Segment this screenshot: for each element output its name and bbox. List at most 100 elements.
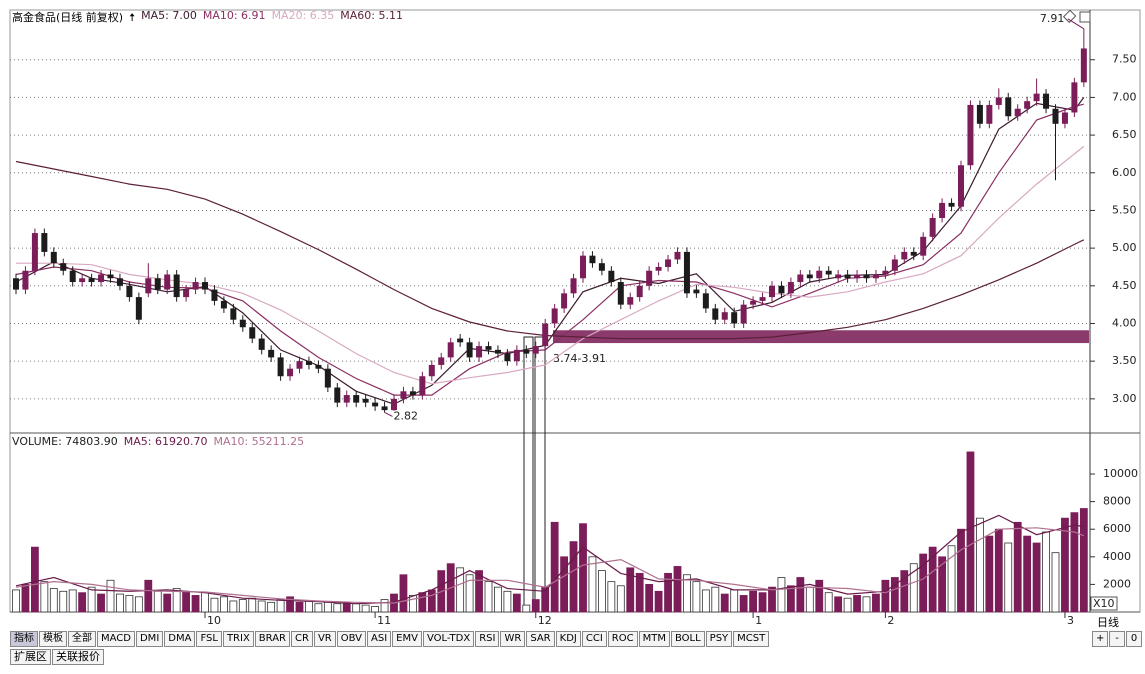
y-tick-label: 5.50 bbox=[1112, 203, 1137, 216]
candle-body bbox=[740, 304, 747, 324]
volume-bar bbox=[560, 556, 568, 613]
volume-bar bbox=[512, 593, 521, 613]
volume-bar bbox=[144, 579, 153, 613]
candle-body bbox=[825, 270, 832, 275]
zoom-button[interactable]: - bbox=[1109, 631, 1125, 647]
candle-body bbox=[958, 165, 964, 207]
candle-body bbox=[391, 398, 397, 411]
volume-bar bbox=[787, 585, 795, 613]
tab[interactable]: RSI bbox=[475, 631, 500, 647]
candle-body bbox=[929, 217, 936, 237]
tab[interactable]: MCST bbox=[733, 631, 770, 647]
tab[interactable]: BRAR bbox=[254, 631, 290, 647]
tab[interactable]: EMV bbox=[392, 631, 422, 647]
tab[interactable]: FSL bbox=[196, 631, 222, 647]
volume-header: VOLUME: 74803.90 MA5: 61920.70 MA10: 55211… bbox=[12, 435, 304, 448]
ma-line bbox=[15, 103, 1084, 396]
tab[interactable]: VR bbox=[313, 631, 336, 647]
tab[interactable]: ROC bbox=[607, 631, 638, 647]
volume-bar bbox=[994, 528, 1003, 613]
volume-bar bbox=[796, 577, 805, 613]
volume-bar bbox=[1061, 517, 1069, 613]
tab[interactable]: 指标 bbox=[10, 631, 38, 647]
volume-bar bbox=[768, 586, 776, 613]
y-tick-label: 3.00 bbox=[1112, 392, 1137, 405]
volume-bar bbox=[418, 592, 427, 613]
tab[interactable]: ASI bbox=[367, 631, 392, 647]
zoom-button[interactable]: 0 bbox=[1126, 631, 1142, 647]
icon[interactable] bbox=[1079, 11, 1091, 23]
candle-body bbox=[976, 104, 983, 124]
candle-body bbox=[986, 104, 993, 124]
volume-bar bbox=[550, 521, 559, 613]
volume-bar bbox=[909, 563, 918, 613]
x-tick-label: 3 bbox=[1067, 614, 1074, 627]
volume-bar bbox=[739, 595, 748, 613]
volume-bar bbox=[116, 593, 124, 613]
tab[interactable]: VOL-TDX bbox=[422, 631, 475, 647]
candle-body bbox=[173, 274, 180, 298]
tab[interactable]: WR bbox=[500, 631, 526, 647]
volume-bar bbox=[257, 600, 266, 613]
tab[interactable]: TRIX bbox=[222, 631, 254, 647]
volume-bar bbox=[957, 528, 965, 613]
volume-bar bbox=[484, 581, 493, 613]
tab[interactable]: OBV bbox=[336, 631, 366, 647]
tab[interactable]: MACD bbox=[97, 631, 135, 647]
candle-body bbox=[353, 395, 360, 403]
unit-box bbox=[1090, 596, 1118, 611]
candle-body bbox=[202, 282, 208, 290]
tab[interactable]: 全部 bbox=[68, 631, 96, 647]
tab[interactable]: CCI bbox=[581, 631, 607, 647]
volume-bar bbox=[749, 590, 757, 613]
candle-body bbox=[523, 349, 530, 354]
tab[interactable]: PSY bbox=[705, 631, 733, 647]
volume-bar bbox=[238, 599, 247, 613]
candle-body bbox=[419, 376, 426, 396]
volume-bar bbox=[191, 595, 200, 613]
tab[interactable]: DMA bbox=[164, 631, 196, 647]
volume-bar bbox=[1023, 535, 1032, 613]
volume-bar bbox=[824, 592, 833, 613]
candle-body bbox=[551, 308, 558, 324]
tab[interactable]: CR bbox=[291, 631, 313, 647]
arrow-icon: 🠅 bbox=[129, 11, 136, 24]
legend-entry: MA20: 6.35 bbox=[271, 9, 335, 22]
candle-body bbox=[806, 274, 813, 279]
tab[interactable]: KDJ bbox=[555, 631, 581, 647]
support-zone bbox=[553, 330, 1089, 344]
candle-body bbox=[230, 308, 237, 320]
tab[interactable]: SAR bbox=[526, 631, 555, 647]
zoom-button[interactable]: + bbox=[1092, 631, 1108, 647]
candle-body bbox=[1061, 112, 1068, 124]
tab[interactable]: BOLL bbox=[670, 631, 705, 647]
legend-entry: MA10: 6.91 bbox=[202, 9, 266, 22]
candle-body bbox=[296, 361, 303, 369]
volume-bar bbox=[890, 577, 899, 613]
volume-bar bbox=[531, 599, 540, 613]
candle-body bbox=[532, 346, 539, 354]
x-tick-label: 2 bbox=[887, 614, 894, 627]
tab[interactable]: DMI bbox=[135, 631, 164, 647]
volume-bar bbox=[30, 546, 39, 613]
candle-body bbox=[835, 274, 842, 279]
legend-entry: MA5: 7.00 bbox=[141, 9, 197, 22]
indicator-tabs: 指标 模板 全部 MACD DMI DMA FSL TRIX BRAR CR VR OBV ASI EMV… bbox=[10, 631, 770, 647]
tab[interactable]: 扩展区 bbox=[10, 649, 51, 665]
candle-body bbox=[636, 285, 643, 298]
candle-body bbox=[787, 282, 794, 294]
volume-bar bbox=[588, 556, 597, 613]
y-tick-label: 4.50 bbox=[1112, 279, 1137, 292]
volume-bar bbox=[664, 572, 672, 613]
tab[interactable]: 模板 bbox=[39, 631, 67, 647]
icon[interactable] bbox=[1062, 9, 1077, 24]
volume-bar bbox=[673, 566, 682, 613]
candle-body bbox=[249, 327, 256, 339]
candle-body bbox=[702, 293, 709, 309]
tab[interactable]: 关联报价 bbox=[52, 649, 104, 665]
volume-bar bbox=[475, 570, 483, 613]
tab[interactable]: MTM bbox=[638, 631, 670, 647]
x-tick-label: 12 bbox=[538, 614, 552, 627]
volume-bar bbox=[68, 589, 77, 613]
volume-bar bbox=[163, 593, 172, 613]
